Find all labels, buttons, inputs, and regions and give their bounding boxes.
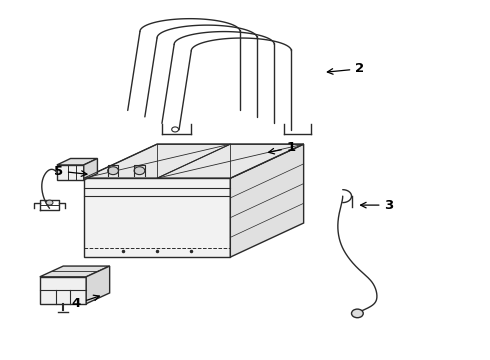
Polygon shape <box>86 266 110 304</box>
Polygon shape <box>84 158 98 180</box>
Polygon shape <box>84 178 230 257</box>
Circle shape <box>351 309 363 318</box>
Circle shape <box>108 167 119 175</box>
Polygon shape <box>57 165 84 180</box>
Text: 2: 2 <box>327 62 365 75</box>
Text: 4: 4 <box>72 295 99 310</box>
Circle shape <box>46 200 53 205</box>
Polygon shape <box>40 277 86 304</box>
Circle shape <box>134 167 145 175</box>
Polygon shape <box>40 266 110 277</box>
Polygon shape <box>57 158 98 165</box>
Text: 1: 1 <box>269 141 296 154</box>
Polygon shape <box>230 144 304 257</box>
Text: 3: 3 <box>361 199 394 212</box>
Text: 5: 5 <box>54 165 87 177</box>
Polygon shape <box>84 144 304 178</box>
